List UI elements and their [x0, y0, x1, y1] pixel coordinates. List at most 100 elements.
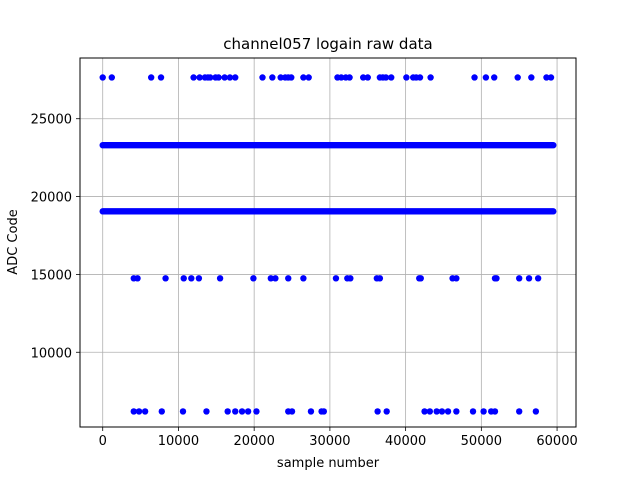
data-point [416, 74, 424, 81]
data-point [480, 408, 487, 415]
data-point [433, 408, 440, 415]
data-point [250, 275, 257, 282]
data-point [514, 74, 521, 81]
data-point [203, 408, 210, 415]
data-point [288, 74, 295, 81]
data-point [471, 74, 478, 81]
data-point [232, 74, 239, 81]
data-point [444, 408, 452, 415]
data-point [532, 408, 540, 415]
data-point [305, 74, 312, 81]
x-axis-label: sample number [277, 456, 380, 471]
y-tick-label: 15000 [31, 268, 72, 283]
data-point [382, 74, 390, 81]
data-point [216, 275, 224, 282]
axis-ticks: 0 10000 20000 30000 40000 50000 60000 10000 1500… [31, 113, 578, 449]
data-point [141, 408, 149, 415]
x-tick-label: 40000 [385, 434, 426, 449]
data-point [272, 275, 279, 282]
data-point [374, 408, 381, 415]
data-point [388, 74, 395, 81]
data-point [493, 275, 500, 282]
data-point [417, 275, 424, 282]
data-point [364, 74, 371, 81]
data-point [215, 74, 222, 81]
data-point [453, 408, 460, 415]
data-point [244, 408, 252, 415]
data-point [162, 275, 169, 282]
y-axis-label: ADC Code [6, 209, 21, 274]
data-point [179, 408, 187, 415]
data-point [332, 275, 340, 282]
data-point [147, 74, 155, 81]
data-point [516, 275, 523, 282]
data-point [157, 74, 165, 81]
data-point [482, 74, 490, 81]
data-point [543, 74, 550, 81]
data-point [547, 74, 555, 81]
x-tick-label: 30000 [309, 434, 350, 449]
data-point [346, 74, 353, 81]
data-point [232, 408, 239, 415]
data-point [403, 74, 410, 81]
data-point [253, 408, 260, 415]
data-point [427, 74, 434, 81]
data-point [226, 74, 234, 81]
data-point [130, 408, 137, 415]
chart-title: channel057 logain raw data [223, 35, 432, 53]
data-point [288, 408, 296, 415]
data-point [135, 408, 143, 415]
x-tick-label: 60000 [536, 434, 577, 449]
data-point [525, 275, 533, 282]
data-point [224, 408, 231, 415]
x-tick-label: 50000 [461, 434, 502, 449]
data-point [259, 74, 266, 81]
y-tick-label: 25000 [31, 113, 72, 128]
data-point [338, 74, 345, 81]
x-tick-label: 10000 [158, 434, 199, 449]
data-point [421, 408, 428, 415]
data-point [108, 74, 116, 81]
data-point [320, 408, 328, 415]
data-point [188, 275, 195, 282]
y-tick-label: 10000 [31, 346, 72, 361]
data-point [383, 408, 390, 415]
x-tick-label: 20000 [233, 434, 274, 449]
data-point [516, 408, 523, 415]
plot-frame [79, 57, 577, 428]
y-tick-label: 20000 [31, 191, 72, 206]
data-point [307, 408, 315, 415]
data-point [300, 74, 307, 81]
data-point [453, 275, 460, 282]
data-point [534, 275, 542, 282]
data-point [195, 275, 203, 282]
data-point [347, 275, 354, 282]
data-point [528, 74, 535, 81]
data-point [190, 74, 197, 81]
data-point [238, 408, 246, 415]
data-point [491, 74, 498, 81]
data-point [285, 275, 292, 282]
data-point [360, 74, 367, 81]
data-point [180, 275, 187, 282]
x-tick-label: 0 [99, 434, 107, 449]
grid [80, 58, 576, 427]
data-point [221, 74, 228, 81]
data-points [99, 74, 557, 415]
data-point [438, 408, 446, 415]
data-point [300, 275, 307, 282]
data-point [158, 408, 165, 415]
data-point [277, 74, 284, 81]
data-point [267, 275, 275, 282]
data-point [269, 74, 276, 81]
data-point [469, 408, 477, 415]
data-point [491, 408, 499, 415]
data-point [134, 275, 141, 282]
data-point [376, 275, 384, 282]
data-point [207, 74, 214, 81]
data-point [426, 408, 434, 415]
data-point [99, 74, 106, 81]
data-point [196, 74, 203, 81]
